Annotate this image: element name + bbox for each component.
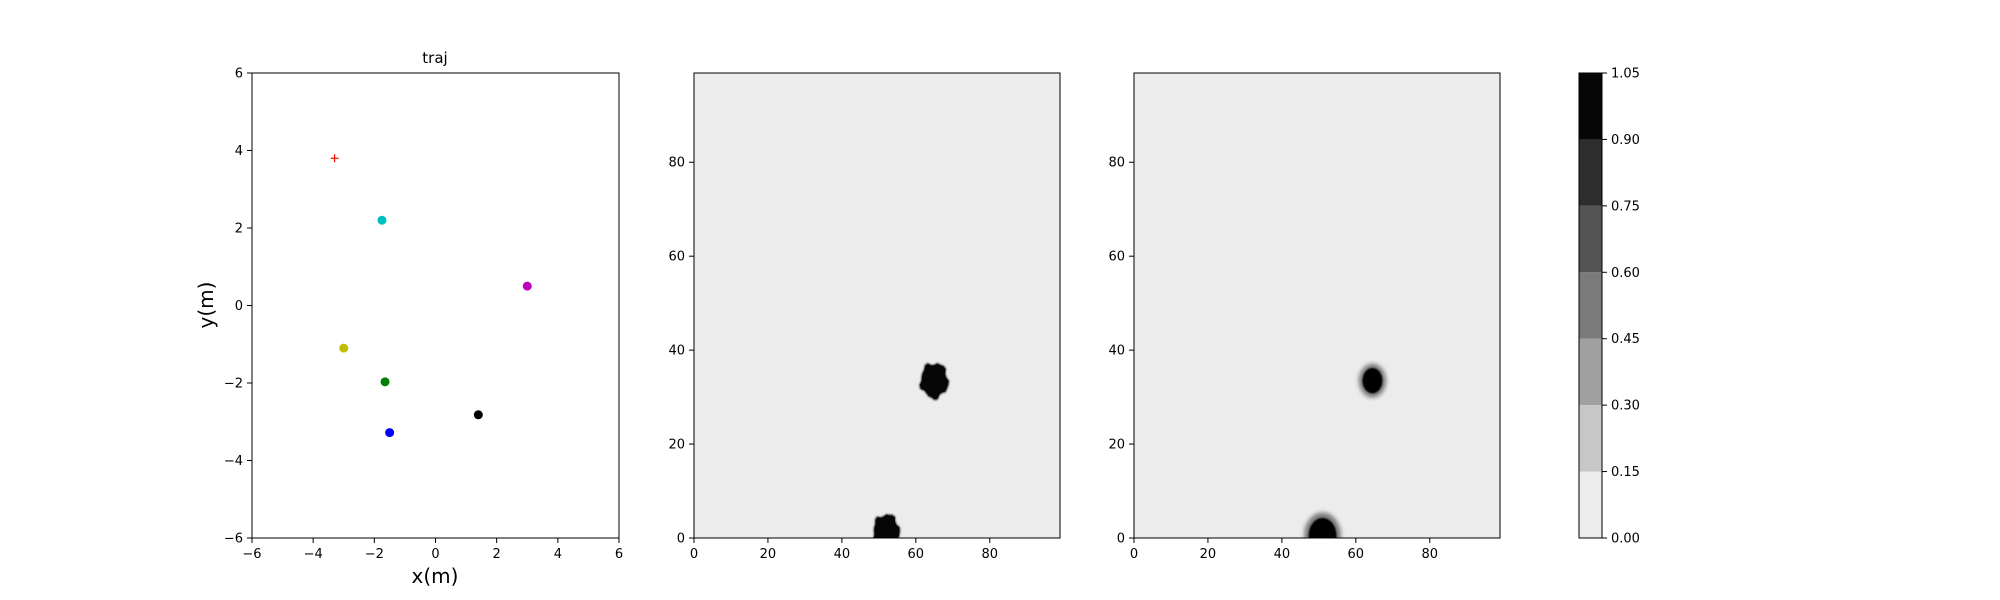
traj-point xyxy=(473,410,483,420)
traj-x-ticks: −6 −4 −2 0 2 4 6 xyxy=(242,538,623,562)
heatmap-2-blob xyxy=(1308,517,1337,538)
heatmap-1-blob xyxy=(873,514,900,538)
heatmap-2-ytick-label: 80 xyxy=(1108,156,1125,171)
traj-ylabel: y(m) xyxy=(194,282,218,329)
colorbar-band xyxy=(1579,205,1602,273)
colorbar-band xyxy=(1579,139,1602,206)
heatmap-1-blobs xyxy=(872,362,950,538)
colorbar-tick-label: 0.60 xyxy=(1611,266,1640,281)
traj-point xyxy=(377,215,387,225)
colorbar-tick-label: 0.15 xyxy=(1611,465,1640,480)
traj-title: traj xyxy=(422,49,447,67)
heatmap-2-xtick-label: 40 xyxy=(1274,547,1291,562)
colorbar-band xyxy=(1579,272,1602,339)
traj-ytick-label: −4 xyxy=(224,454,243,469)
traj-y-ticks: −6 −4 −2 0 2 4 6 xyxy=(224,67,252,547)
traj-xtick-label: −6 xyxy=(242,547,261,562)
heatmap-1-xtick-label: 0 xyxy=(690,547,698,562)
heatmap-panel-1: 0 20 40 60 80 0 20 40 60 80 xyxy=(668,72,1061,562)
traj-ytick-label: 6 xyxy=(235,67,243,82)
traj-xtick-label: 4 xyxy=(554,547,562,562)
heatmap-1-ytick-label: 40 xyxy=(668,344,685,359)
colorbar-tick-label: 0.30 xyxy=(1611,399,1640,414)
colorbar-ticks: 0.00 0.15 0.30 0.45 0.60 0.75 0.90 1.05 xyxy=(1602,67,1640,547)
heatmap-1-ytick-label: 60 xyxy=(668,250,685,265)
traj-xlabel: x(m) xyxy=(412,564,459,588)
traj-ytick-label: −2 xyxy=(224,377,243,392)
heatmap-1-blob xyxy=(919,363,949,400)
heatmap-1-xtick-label: 80 xyxy=(981,547,998,562)
heatmap-1-ytick-label: 0 xyxy=(677,532,685,547)
colorbar-band xyxy=(1579,338,1602,406)
traj-xtick-label: 6 xyxy=(615,547,623,562)
colorbar-tick-label: 0.75 xyxy=(1611,199,1640,214)
traj-point xyxy=(385,428,395,438)
heatmap-1-ytick-label: 80 xyxy=(668,156,685,171)
traj-axes-frame xyxy=(251,72,620,539)
heatmap-1-x-ticks: 0 20 40 60 80 xyxy=(690,538,998,562)
heatmap-2-ytick-label: 40 xyxy=(1108,344,1125,359)
heatmap-2-x-ticks: 0 20 40 60 80 xyxy=(1130,538,1438,562)
traj-xtick-label: −4 xyxy=(304,547,323,562)
heatmap-2-ytick-label: 60 xyxy=(1108,250,1125,265)
heatmap-panel-2: 0 20 40 60 80 0 20 40 60 80 xyxy=(1108,72,1501,562)
colorbar-tick-label: 0.00 xyxy=(1611,532,1640,547)
traj-xtick-label: 0 xyxy=(431,547,439,562)
traj-markers xyxy=(330,154,532,438)
heatmap-2-frame xyxy=(1133,72,1501,539)
heatmap-2-ytick-label: 0 xyxy=(1117,532,1125,547)
heatmap-1-frame xyxy=(693,72,1061,539)
colorbar-tick-label: 1.05 xyxy=(1611,67,1640,82)
colorbar-band xyxy=(1579,73,1602,140)
heatmap-2-blob xyxy=(1362,367,1383,394)
heatmap-2-ytick-label: 20 xyxy=(1108,438,1125,453)
traj-xtick-label: −2 xyxy=(365,547,384,562)
colorbar-frame xyxy=(1578,72,1603,539)
colorbar-tick-label: 0.90 xyxy=(1611,133,1640,148)
heatmap-2-y-ticks: 0 20 40 60 80 xyxy=(1108,156,1134,547)
heatmap-2-xtick-label: 80 xyxy=(1421,547,1438,562)
heatmap-2-xtick-label: 20 xyxy=(1200,547,1217,562)
heatmap-2-background xyxy=(1134,73,1500,538)
heatmap-2-xtick-label: 60 xyxy=(1348,547,1365,562)
traj-point xyxy=(339,343,349,353)
traj-point xyxy=(522,281,532,291)
traj-xtick-label: 2 xyxy=(493,547,501,562)
traj-ytick-label: −6 xyxy=(224,532,243,547)
colorbar-bands xyxy=(1579,73,1602,538)
heatmap-2-blobs xyxy=(1304,363,1387,538)
heatmap-1-ytick-label: 20 xyxy=(668,438,685,453)
traj-ytick-label: 2 xyxy=(235,222,243,237)
heatmap-1-xtick-label: 40 xyxy=(834,547,851,562)
colorbar-band xyxy=(1579,405,1602,472)
traj-ytick-label: 0 xyxy=(235,299,243,314)
traj-start-marker xyxy=(330,154,339,163)
heatmap-1-y-ticks: 0 20 40 60 80 xyxy=(668,156,694,547)
traj-point xyxy=(380,377,390,387)
heatmap-1-xtick-label: 60 xyxy=(908,547,925,562)
colorbar-tick-label: 0.45 xyxy=(1611,332,1640,347)
colorbar-band xyxy=(1579,471,1602,538)
colorbar: 0.00 0.15 0.30 0.45 0.60 0.75 0.90 1.05 xyxy=(1578,67,1640,547)
trajectory-panel: traj −6 −4 −2 0 2 4 6 −6 −4 −2 0 2 4 6 x(m) y(m) xyxy=(194,49,623,588)
traj-ytick-label: 4 xyxy=(235,144,243,159)
heatmap-1-background xyxy=(694,73,1060,538)
heatmap-1-xtick-label: 20 xyxy=(760,547,777,562)
heatmap-2-xtick-label: 0 xyxy=(1130,547,1138,562)
